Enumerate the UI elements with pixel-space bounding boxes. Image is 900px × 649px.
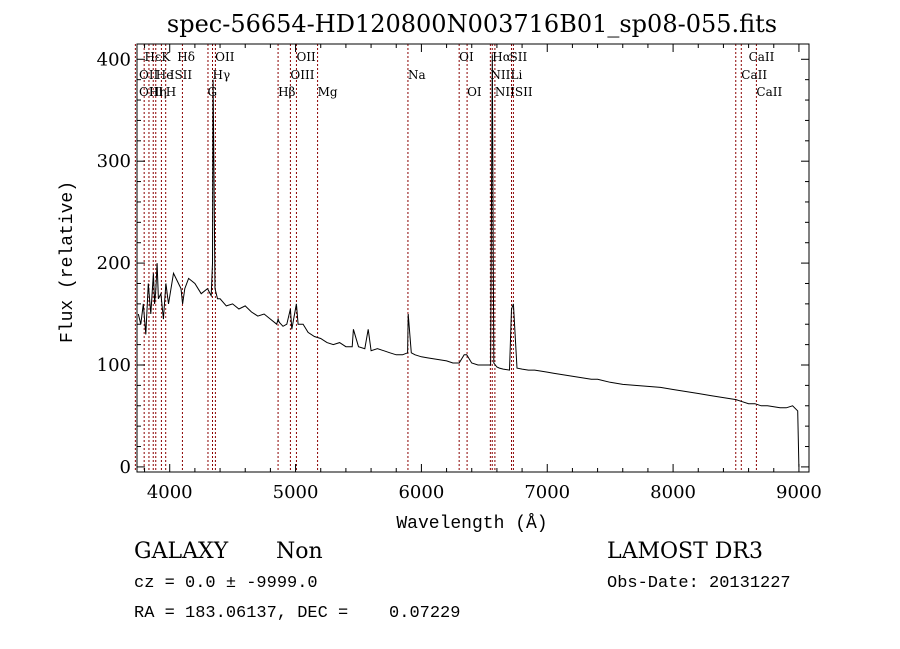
y-tick-label: 0 (120, 457, 131, 478)
line-label: Na (408, 68, 426, 82)
line-label: K (161, 50, 171, 64)
survey-name: LAMOST DR3 (607, 539, 763, 564)
x-tick-label: 4000 (147, 482, 193, 503)
line-label: Hγ (213, 68, 231, 82)
chart-title: spec-56654-HD120800N003716B01_sp08-055.f… (167, 10, 777, 38)
x-tick-label: 9000 (776, 482, 822, 503)
redshift-cz: cz = 0.0 ± -9999.0 (134, 574, 318, 593)
x-tick-label: 5000 (273, 482, 319, 503)
galaxy-subclass: Non (276, 539, 323, 564)
plot-frame (136, 43, 810, 473)
line-label: OIII (290, 68, 314, 82)
x-axis-label: Wavelength (Å) (396, 513, 547, 534)
line-label: Hε (145, 50, 162, 64)
line-label: OII (139, 68, 159, 82)
line-label: OIII (139, 85, 163, 99)
y-tick-label: 100 (97, 355, 131, 376)
line-label: NII (490, 68, 510, 82)
line-label: He (156, 68, 174, 82)
line-label: Hα (492, 50, 511, 64)
line-label: OI (459, 50, 474, 64)
x-tick-label: 6000 (398, 482, 444, 503)
line-label: CaII (756, 85, 782, 99)
line-label: Li (511, 68, 523, 82)
spectrum-line (137, 54, 800, 467)
line-label: CaII (741, 68, 767, 82)
y-tick-label: 300 (97, 151, 131, 172)
line-label: ISII (170, 68, 193, 82)
line-label: SII (509, 50, 527, 64)
y-axis-label: Flux (relative) (58, 181, 78, 343)
line-label: OII (296, 50, 316, 64)
line-label: H (166, 85, 176, 99)
line-label: Hδ (177, 50, 195, 64)
y-tick-label: 400 (97, 49, 131, 70)
x-tick-label: 8000 (650, 482, 696, 503)
line-label: NIISII (495, 85, 533, 99)
x-tick-label: 7000 (524, 482, 570, 503)
line-label: OII (215, 50, 235, 64)
line-label: OI (467, 85, 482, 99)
line-label: Hη (149, 85, 167, 99)
line-label: Hβ (278, 85, 295, 99)
ra-dec: RA = 183.06137, DEC = 0.07229 (134, 604, 461, 623)
line-label: G (207, 85, 217, 99)
galaxy-class: GALAXY (134, 539, 229, 564)
plot-area: 4000 5000 6000 7000 8000 9000 0 100 200 300 400 Hε K… (97, 43, 822, 503)
line-label: CaII (749, 50, 775, 64)
line-label: Mg (318, 85, 338, 99)
obs-date: Obs-Date: 20131227 (607, 574, 791, 593)
y-tick-label: 200 (97, 253, 131, 274)
